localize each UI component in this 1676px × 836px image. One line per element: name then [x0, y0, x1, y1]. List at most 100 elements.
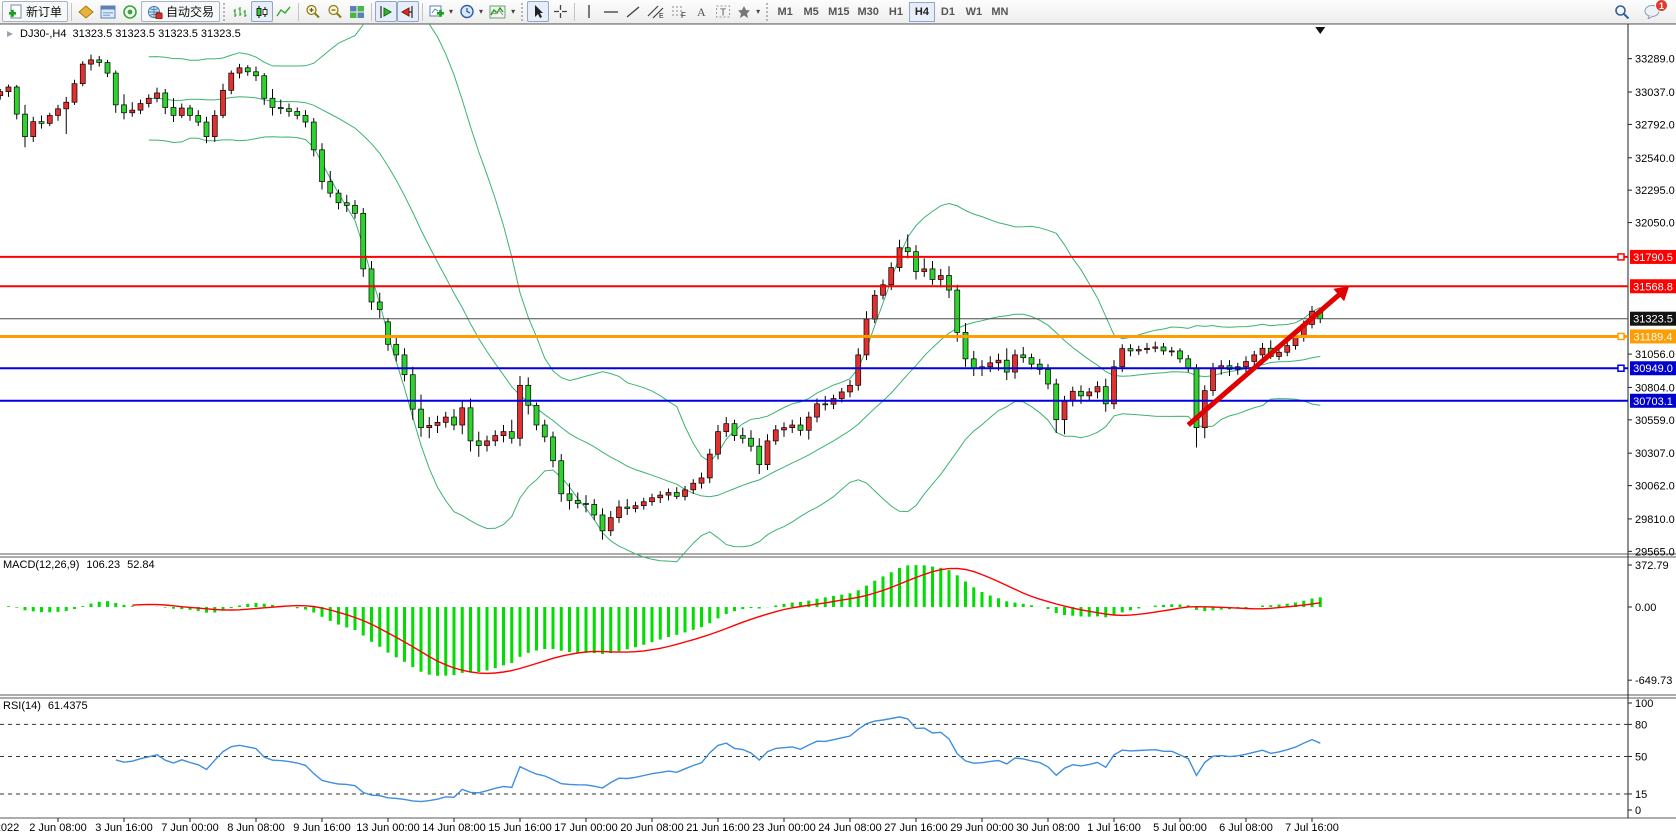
auto-trading-button[interactable]: 自动交易: [141, 1, 221, 22]
time-tick-label: 17 Jun 00:00: [554, 822, 618, 834]
timeframe-button-M15[interactable]: M15: [828, 5, 850, 18]
text-button[interactable]: A: [690, 1, 712, 22]
vertical-line-button[interactable]: [578, 1, 600, 22]
candle-bull: [236, 67, 243, 74]
candle-bear: [756, 445, 763, 466]
channel-icon: E: [647, 5, 664, 19]
time-tick-label: 7 Jun 00:00: [161, 822, 219, 834]
line-chart-button[interactable]: [273, 1, 295, 22]
timeframe-button-MN[interactable]: MN: [991, 5, 1009, 18]
rsi-value: 61.4375: [47, 700, 88, 712]
candle-bear: [96, 59, 103, 63]
candle-bear: [104, 62, 111, 74]
candle-bear: [294, 111, 301, 116]
crosshair-button[interactable]: [549, 1, 571, 22]
auto-scroll-button[interactable]: [375, 1, 398, 22]
time-tick-label: 1 Jun 2022: [0, 822, 19, 834]
candle-bear: [797, 424, 804, 431]
trendline-button[interactable]: [622, 1, 644, 22]
chat-button[interactable]: 1: [1641, 0, 1668, 22]
candle-bull: [1152, 346, 1159, 349]
candle-bear: [970, 358, 977, 369]
new-order-button[interactable]: 新订单: [2, 1, 69, 22]
arrow-shapes-dropdown[interactable]: ▾: [734, 1, 763, 22]
candle-bull: [1144, 347, 1150, 350]
candle-bull: [211, 115, 218, 137]
horizontal-line-button[interactable]: [600, 1, 622, 22]
candle-bull: [1086, 391, 1093, 397]
candlestick-chart-button[interactable]: [251, 1, 274, 22]
timeframe-button-M30[interactable]: M30: [857, 5, 879, 18]
chart-profiles-button[interactable]: [75, 1, 97, 22]
search-button[interactable]: [1611, 1, 1633, 22]
chart-shift-button[interactable]: [397, 1, 420, 22]
time-tick-label: 20 Jun 08:00: [620, 822, 684, 834]
tile-windows-button[interactable]: [346, 1, 368, 22]
candle-bear: [739, 435, 746, 439]
horizontal-line-icon: [604, 10, 619, 13]
one-click-trading-toggle[interactable]: [6, 30, 14, 38]
price-tick-label: 32295.0: [1635, 185, 1675, 197]
indicators-dropdown[interactable]: ▾: [486, 1, 518, 22]
candle-bear: [467, 407, 474, 442]
candle-bear: [343, 202, 350, 206]
zoom-in-button[interactable]: [302, 1, 324, 22]
candle-bear: [203, 121, 210, 137]
candle-bull: [805, 416, 812, 431]
candle-bear: [550, 436, 556, 462]
timeframe-button-M1[interactable]: M1: [777, 5, 793, 18]
price-label: 30949.0: [1633, 363, 1673, 375]
channel-button[interactable]: E: [644, 1, 667, 22]
new-chart-dropdown[interactable]: ▾: [426, 1, 456, 22]
toolbar-grip: [223, 2, 226, 21]
timeframe-button-H1[interactable]: H1: [888, 5, 903, 18]
candlestick-chart-icon: [256, 5, 268, 18]
chevron-down-icon: ▾: [449, 7, 454, 16]
strategy-tester-button[interactable]: [119, 1, 141, 22]
candle-bull: [921, 268, 928, 272]
candle-bear: [13, 86, 20, 115]
timeframe-toolbar: M1 M5 M15 M30 H1 H4 D1 W1 MN: [772, 1, 1013, 22]
timeframe-button-D1[interactable]: D1: [940, 5, 955, 18]
candle-bull: [1119, 348, 1126, 368]
candle-bear: [913, 251, 919, 272]
indicators-icon: [489, 5, 506, 18]
candle-bear: [525, 384, 532, 406]
candle-bull: [1094, 386, 1101, 393]
price-tick-label: 30062.0: [1635, 481, 1675, 493]
text-label-button[interactable]: T: [712, 1, 734, 22]
candle-bear: [508, 431, 515, 439]
cursor-button[interactable]: [527, 1, 550, 22]
candle-bear: [170, 107, 177, 116]
timeframe-button-H4[interactable]: H4: [908, 1, 935, 22]
toolbar-grip: [766, 2, 769, 21]
price-label-box: [1630, 361, 1676, 376]
trend-arrow[interactable]: [1186, 286, 1350, 427]
bar-chart-button[interactable]: [229, 1, 251, 22]
zoom-out-button[interactable]: [324, 1, 346, 22]
candle-bear: [112, 72, 119, 106]
line-anchor-marker: [1617, 364, 1625, 372]
timeframe-button-M5[interactable]: M5: [803, 5, 819, 18]
rsi-tick-label: 100: [1635, 698, 1653, 710]
terminal-button[interactable]: [97, 1, 119, 22]
macd-main-value: 106.23: [86, 559, 121, 571]
chart-ohlc-values: 31323.5 31323.5 31323.5 31323.5: [72, 28, 241, 40]
price-label-box: [1630, 279, 1676, 294]
candle-bull: [1111, 366, 1117, 405]
candle-bull: [1292, 337, 1299, 346]
candle-bear: [327, 181, 334, 194]
candle-bull: [1251, 354, 1258, 362]
candle-bear: [566, 493, 573, 501]
time-tick-label: 21 Jun 16:00: [686, 822, 750, 834]
periods-dropdown[interactable]: ▾: [456, 1, 486, 22]
price-tick-label: 33289.0: [1635, 54, 1675, 66]
time-tick-label: 1 Jul 16:00: [1087, 822, 1141, 834]
search-icon: [1615, 4, 1630, 19]
timeframe-button-W1[interactable]: W1: [965, 5, 983, 18]
fibonacci-button[interactable]: F: [667, 1, 690, 22]
time-tick-label: 13 Jun 00:00: [356, 822, 420, 834]
chart-shift-marker[interactable]: [1315, 27, 1326, 34]
